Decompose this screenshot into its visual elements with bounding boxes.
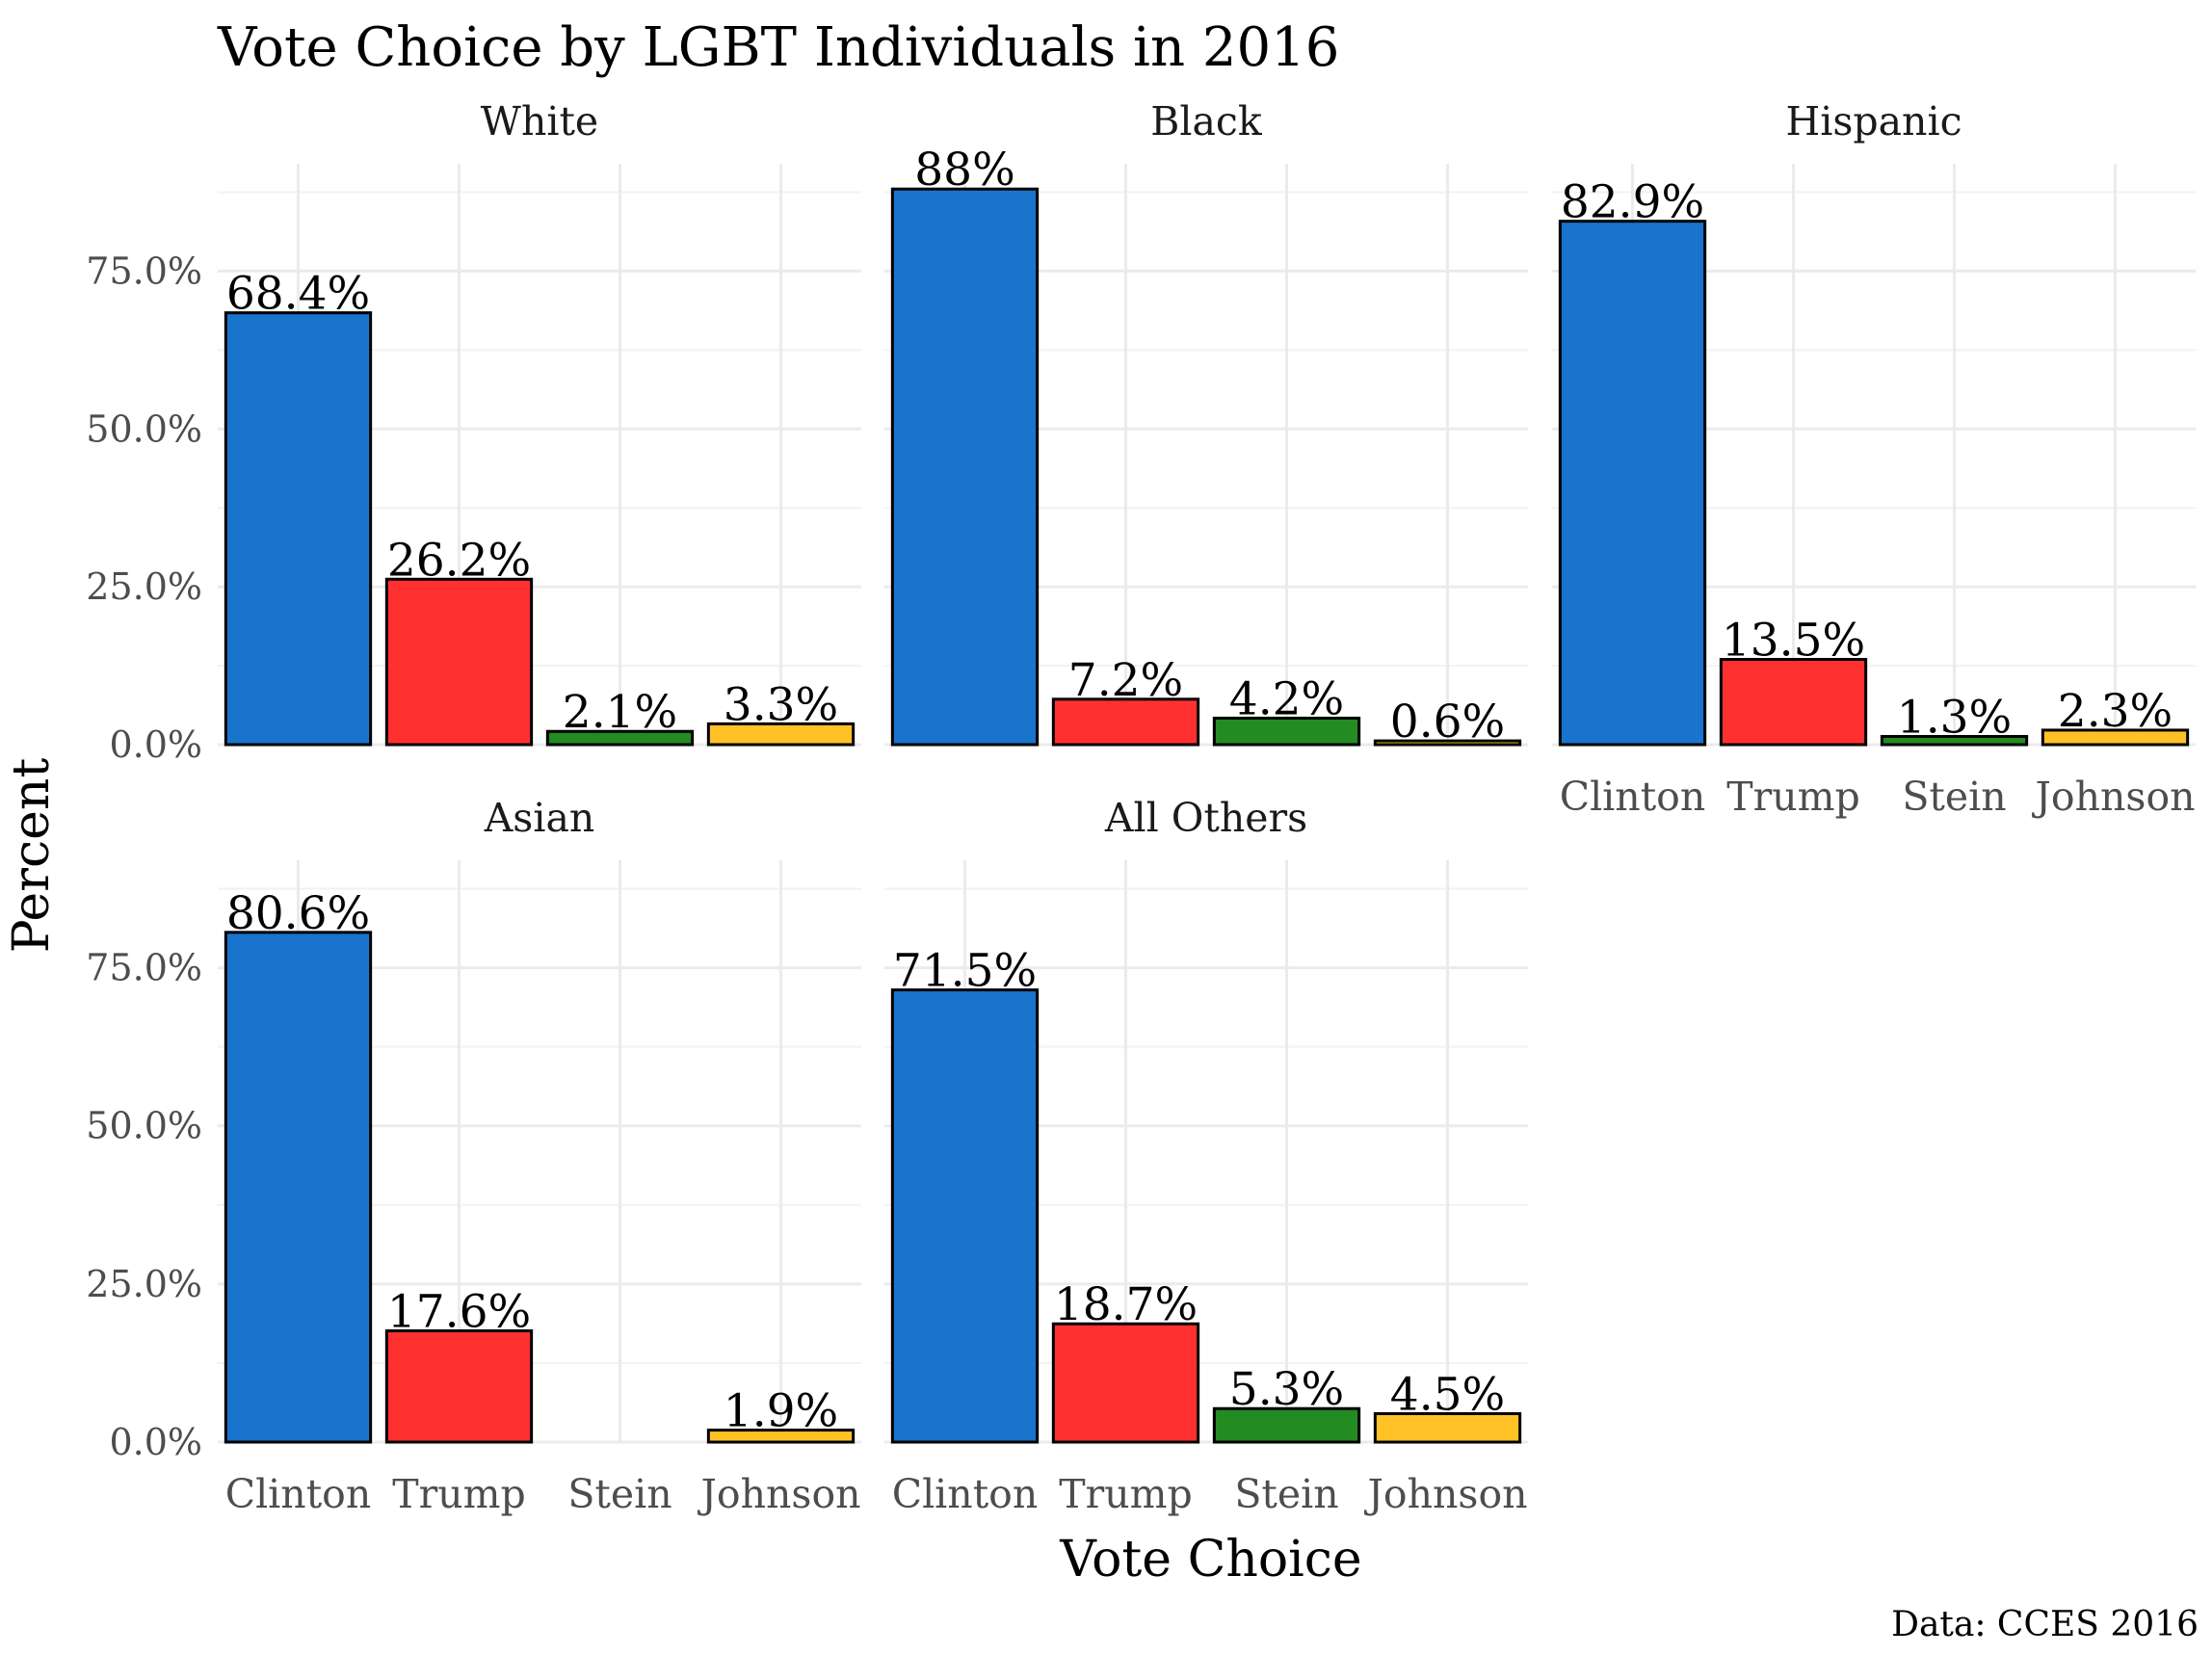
bar-value-label: 2.1% bbox=[563, 686, 677, 739]
bar-value-label: 17.6% bbox=[387, 1285, 531, 1338]
bar-value-label: 1.9% bbox=[724, 1385, 838, 1438]
x-tick-label: Johnson bbox=[2031, 774, 2195, 820]
panels: White 0.0% 25.0% 50.0% 75.0% 68.4% 26.2% 2.1% 3.… bbox=[86, 98, 2196, 1517]
bar-value-label: 4.2% bbox=[1229, 672, 1344, 725]
panel-strip-label: Hispanic bbox=[1785, 98, 1962, 144]
bar-hispanic-stein bbox=[1880, 734, 2029, 747]
y-axis-title: Percent bbox=[3, 758, 61, 954]
panel-strip-label: White bbox=[481, 98, 598, 144]
bar-black-trump bbox=[1051, 697, 1200, 747]
panel-strip-label: Black bbox=[1150, 98, 1263, 144]
x-tick-label: Clinton bbox=[225, 1471, 372, 1517]
bar-asian-johnson bbox=[706, 1429, 856, 1444]
bar-black-clinton bbox=[890, 187, 1040, 747]
bar-value-label: 1.3% bbox=[1897, 691, 2012, 744]
bar-white-trump bbox=[384, 577, 534, 747]
x-tick-label: Johnson bbox=[1363, 1471, 1527, 1517]
x-tick-label: Trump bbox=[1726, 774, 1859, 820]
panel-hispanic: Hispanic 82.9% 13.5% 1.3% 2.3% Clinton Trump St… bbox=[1552, 98, 2196, 820]
bar-all-others-johnson bbox=[1373, 1411, 1522, 1444]
bar-all-others-trump bbox=[1051, 1322, 1200, 1444]
x-tick-label: Clinton bbox=[1560, 774, 1706, 820]
y-tick-label: 50.0% bbox=[86, 407, 202, 450]
bar-white-stein bbox=[545, 729, 695, 747]
panel-strip-label: All Others bbox=[1104, 795, 1307, 841]
bar-value-label: 3.3% bbox=[724, 678, 838, 731]
bar-value-label: 68.4% bbox=[226, 268, 370, 321]
bar-asian-clinton bbox=[224, 931, 373, 1444]
x-axis-title: Vote Choice bbox=[1059, 1531, 1361, 1589]
x-tick-label: Stein bbox=[1902, 774, 2006, 820]
bar-value-label: 82.9% bbox=[1561, 176, 1704, 229]
bar-value-label: 4.5% bbox=[1390, 1368, 1505, 1421]
bar-value-label: 5.3% bbox=[1229, 1363, 1344, 1416]
bar-value-label: 71.5% bbox=[893, 945, 1037, 998]
panel-white: White 0.0% 25.0% 50.0% 75.0% 68.4% 26.2% 2.1% 3.… bbox=[86, 98, 861, 766]
panel-asian: Asian 0.0% 25.0% 50.0% 75.0% 80.6% 17.6% 1.9% Cl… bbox=[86, 795, 861, 1517]
x-tick-label: Trump bbox=[1059, 1471, 1192, 1517]
bar-all-others-clinton bbox=[890, 988, 1040, 1444]
y-tick-label: 75.0% bbox=[86, 250, 202, 292]
x-tick-label: Trump bbox=[392, 1471, 525, 1517]
x-tick-label: Johnson bbox=[697, 1471, 860, 1517]
bar-asian-trump bbox=[384, 1328, 534, 1444]
bar-all-others-stein bbox=[1212, 1406, 1361, 1444]
bar-value-label: 7.2% bbox=[1068, 654, 1183, 707]
bar-hispanic-johnson bbox=[2041, 728, 2190, 747]
bar-value-label: 88% bbox=[914, 144, 1014, 197]
y-tick-label: 75.0% bbox=[86, 947, 202, 989]
bar-white-johnson bbox=[706, 722, 856, 747]
y-tick-label: 50.0% bbox=[86, 1105, 202, 1147]
caption: Data: CCES 2016 bbox=[1891, 1605, 2199, 1644]
x-tick-label: Stein bbox=[1234, 1471, 1338, 1517]
panel-black: Black 88% 7.2% 4.2% 0.6% bbox=[884, 98, 1528, 749]
y-tick-label: 0.0% bbox=[109, 723, 202, 766]
bar-value-label: 2.3% bbox=[2058, 685, 2172, 738]
bar-value-label: 13.5% bbox=[1722, 615, 1865, 668]
bar-white-clinton bbox=[224, 311, 373, 747]
x-tick-label: Clinton bbox=[892, 1471, 1039, 1517]
bar-hispanic-clinton bbox=[1558, 220, 1707, 747]
bar-value-label: 0.6% bbox=[1390, 696, 1505, 749]
bar-black-stein bbox=[1212, 716, 1361, 747]
y-tick-label: 25.0% bbox=[86, 565, 202, 608]
bar-hispanic-trump bbox=[1719, 658, 1868, 747]
y-tick-label: 0.0% bbox=[109, 1421, 202, 1463]
y-tick-label: 25.0% bbox=[86, 1263, 202, 1305]
bar-black-johnson bbox=[1373, 739, 1522, 747]
bar-value-label: 26.2% bbox=[387, 534, 531, 587]
panel-strip-label: Asian bbox=[484, 795, 595, 841]
bar-value-label: 18.7% bbox=[1054, 1278, 1198, 1331]
panel-all-others: All Others 71.5% 18.7% 5.3% 4.5% Clinton Trump… bbox=[884, 795, 1528, 1517]
chart-title: Vote Choice by LGBT Individuals in 2016 bbox=[217, 16, 1339, 79]
bar-value-label: 80.6% bbox=[226, 887, 370, 940]
x-tick-label: Stein bbox=[567, 1471, 672, 1517]
